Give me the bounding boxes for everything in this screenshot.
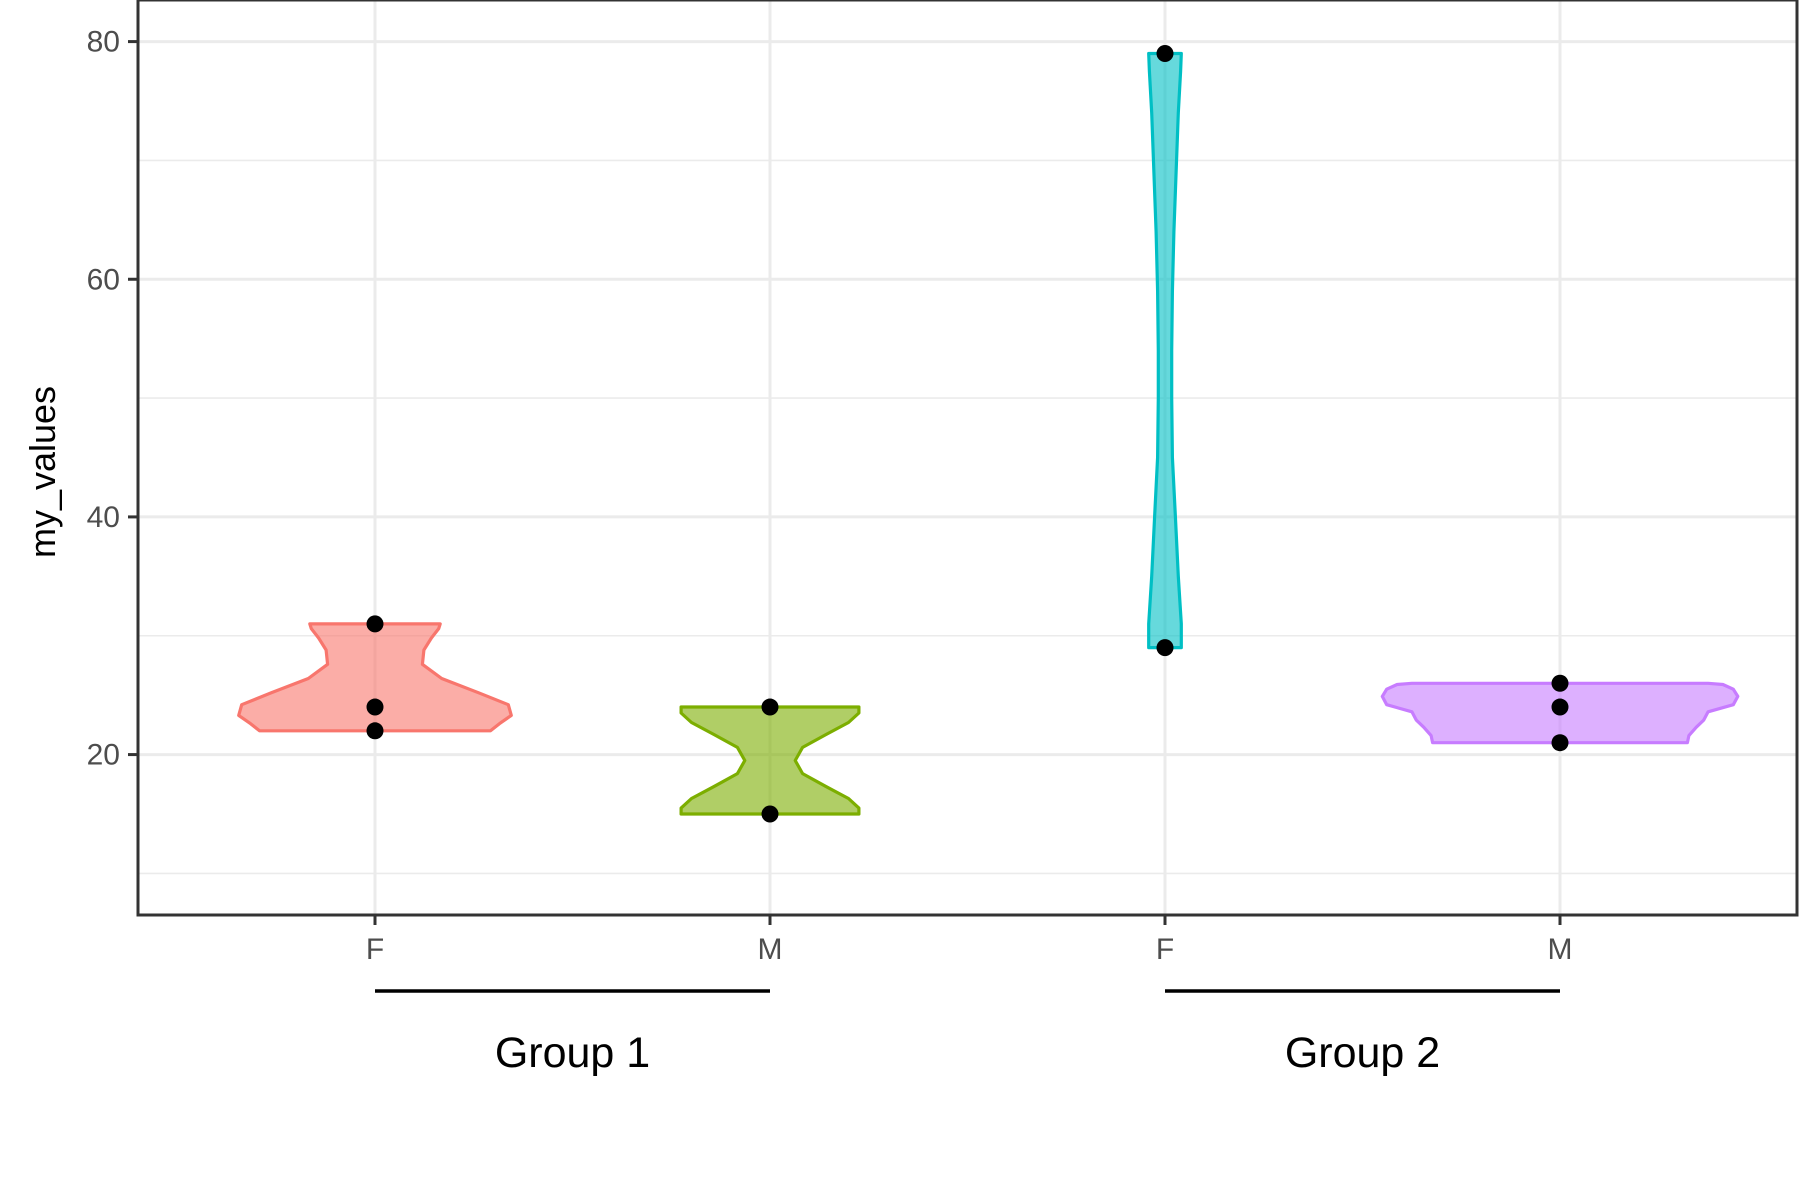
panel-border	[136, 0, 1799, 917]
y-tick-label-80: 80	[87, 26, 120, 59]
x-tick-label-4: M	[1548, 933, 1573, 966]
data-point-1-2	[366, 698, 384, 716]
data-point-4-2	[1551, 698, 1569, 716]
x-tick-label-2: M	[758, 933, 783, 966]
y-tick-label-20: 20	[87, 739, 120, 772]
data-point-4-1	[1551, 674, 1569, 692]
data-point-1-1	[366, 615, 384, 633]
data-point-3-2	[1156, 639, 1174, 657]
y-tick-label-40: 40	[87, 501, 120, 534]
y-axis-title: my_values	[22, 386, 63, 558]
data-point-3-1	[1156, 44, 1174, 62]
violin-group-1-f	[237, 622, 513, 733]
grid	[138, 0, 1797, 915]
group-label-1: Group 1	[495, 1029, 650, 1077]
y-tick-label-60: 60	[87, 263, 120, 296]
data-point-4-3	[1551, 734, 1569, 752]
data-point-2-1	[761, 698, 779, 716]
group-brackets: Group 1 Group 2	[375, 989, 1560, 1077]
violins	[237, 51, 1740, 816]
data-point-2-2	[761, 805, 779, 823]
violin-group-1-m	[679, 705, 861, 816]
x-tick-label-1: F	[366, 933, 384, 966]
data-point-1-3	[366, 722, 384, 740]
axes: 20 40 60 80 F M F M	[87, 26, 1573, 966]
data-points	[366, 44, 1569, 823]
x-tick-label-3: F	[1156, 933, 1174, 966]
group-label-2: Group 2	[1285, 1029, 1440, 1077]
violin-group-2-f	[1147, 51, 1183, 650]
